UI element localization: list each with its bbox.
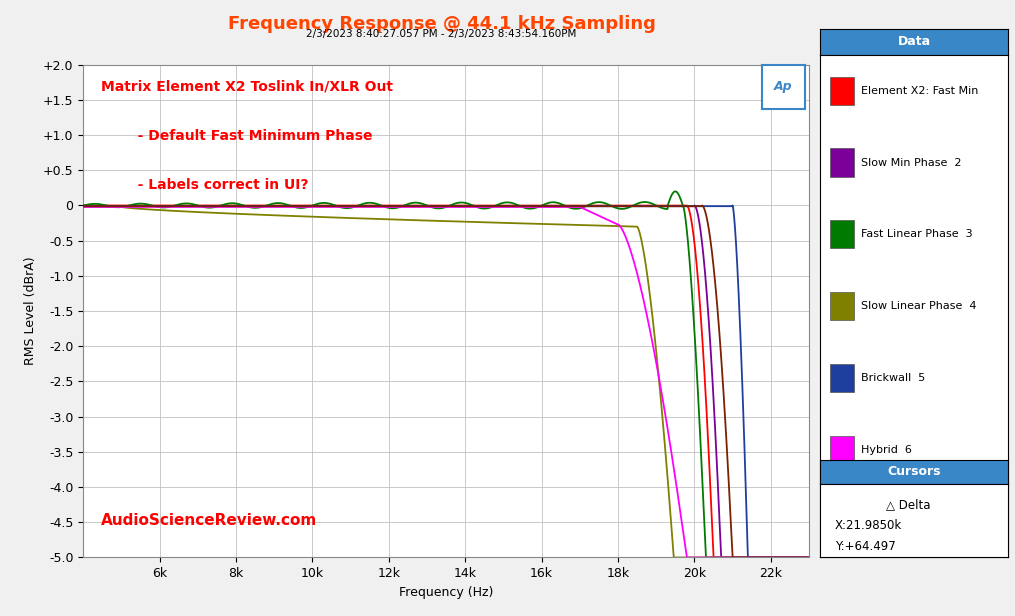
Text: Hybrid  6: Hybrid 6 xyxy=(862,445,912,455)
Bar xyxy=(829,221,854,248)
Text: 2/3/2023 8:40:27.057 PM - 2/3/2023 8:43:54.160PM: 2/3/2023 8:40:27.057 PM - 2/3/2023 8:43:… xyxy=(307,29,577,39)
Text: Fast Linear Phase  3: Fast Linear Phase 3 xyxy=(862,229,973,240)
Text: X:21.9850k: X:21.9850k xyxy=(835,519,902,532)
Text: △ Delta: △ Delta xyxy=(886,498,931,511)
Text: Slow Min Phase  2: Slow Min Phase 2 xyxy=(862,158,962,168)
Text: Brickwall  5: Brickwall 5 xyxy=(862,373,926,383)
Text: Matrix Element X2 Toslink In/XLR Out: Matrix Element X2 Toslink In/XLR Out xyxy=(102,79,394,94)
Bar xyxy=(829,148,854,177)
X-axis label: Frequency (Hz): Frequency (Hz) xyxy=(399,586,493,599)
Text: - Labels correct in UI?: - Labels correct in UI? xyxy=(123,178,309,192)
Text: Y:+64.497: Y:+64.497 xyxy=(835,540,896,553)
Bar xyxy=(829,76,854,105)
Text: Frequency Response @ 44.1 kHz Sampling: Frequency Response @ 44.1 kHz Sampling xyxy=(227,15,656,33)
Text: - Default Fast Minimum Phase: - Default Fast Minimum Phase xyxy=(123,129,373,143)
Bar xyxy=(829,364,854,392)
Text: Slow Linear Phase  4: Slow Linear Phase 4 xyxy=(862,301,976,311)
Bar xyxy=(829,508,854,536)
Text: AudioScienceReview.com: AudioScienceReview.com xyxy=(102,513,318,528)
Bar xyxy=(829,292,854,320)
Text: Apodizing  7: Apodizing 7 xyxy=(862,517,931,527)
Bar xyxy=(829,436,854,464)
Text: Element X2: Fast Min: Element X2: Fast Min xyxy=(862,86,978,95)
Y-axis label: RMS Level (dBrA): RMS Level (dBrA) xyxy=(24,257,38,365)
Text: Data: Data xyxy=(897,35,931,49)
Text: Cursors: Cursors xyxy=(887,465,941,479)
